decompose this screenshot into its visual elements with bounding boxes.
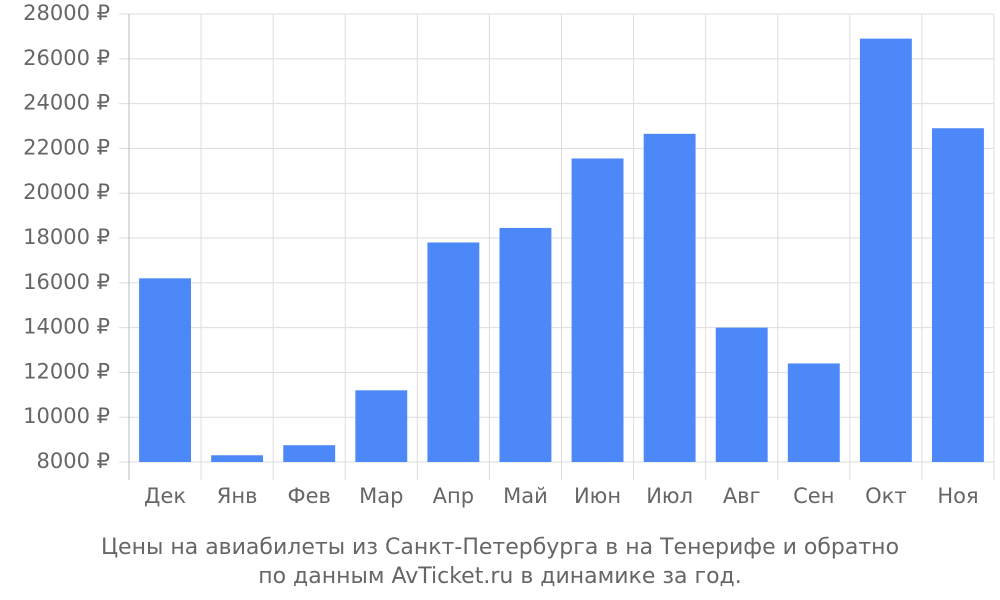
bar [139,278,191,462]
y-tick-label: 28000 ₽ [23,1,110,25]
bar [787,363,840,462]
x-tick-label: Июл [646,484,693,508]
x-tick-label: Май [503,484,548,508]
x-tick-label: Апр [433,484,474,508]
y-tick-label: 12000 ₽ [23,359,110,383]
bar [355,390,408,462]
y-tick-label: 20000 ₽ [23,180,110,204]
bar [643,133,696,462]
x-tick-label: Ноя [937,484,978,508]
bar [932,128,984,463]
y-tick-label: 10000 ₽ [23,404,110,428]
x-tick-label: Авг [723,484,761,508]
bar [571,158,624,463]
bar [715,327,768,462]
bar [427,242,480,462]
chart-subtitle: по данным AvTicket.ru в динамике за год. [258,564,742,589]
y-tick-label: 8000 ₽ [37,449,110,473]
x-tick-label: Янв [217,484,258,508]
chart-title: Цены на авиабилеты из Санкт-Петербурга в… [101,535,899,560]
y-tick-label: 24000 ₽ [23,91,110,115]
y-tick-label: 22000 ₽ [23,135,110,159]
y-tick-label: 16000 ₽ [23,270,110,294]
x-tick-label: Сен [793,484,834,508]
bar [283,445,336,462]
bar [499,227,552,462]
x-tick-label: Дек [144,484,186,508]
bar [859,38,912,462]
y-tick-label: 14000 ₽ [23,315,110,339]
y-tick-label: 18000 ₽ [23,225,110,249]
y-tick-label: 26000 ₽ [23,46,110,70]
x-tick-label: Фев [288,484,331,508]
x-tick-label: Мар [359,484,403,508]
bar [211,455,264,462]
x-tick-label: Окт [865,484,906,508]
x-tick-label: Июн [574,484,621,508]
